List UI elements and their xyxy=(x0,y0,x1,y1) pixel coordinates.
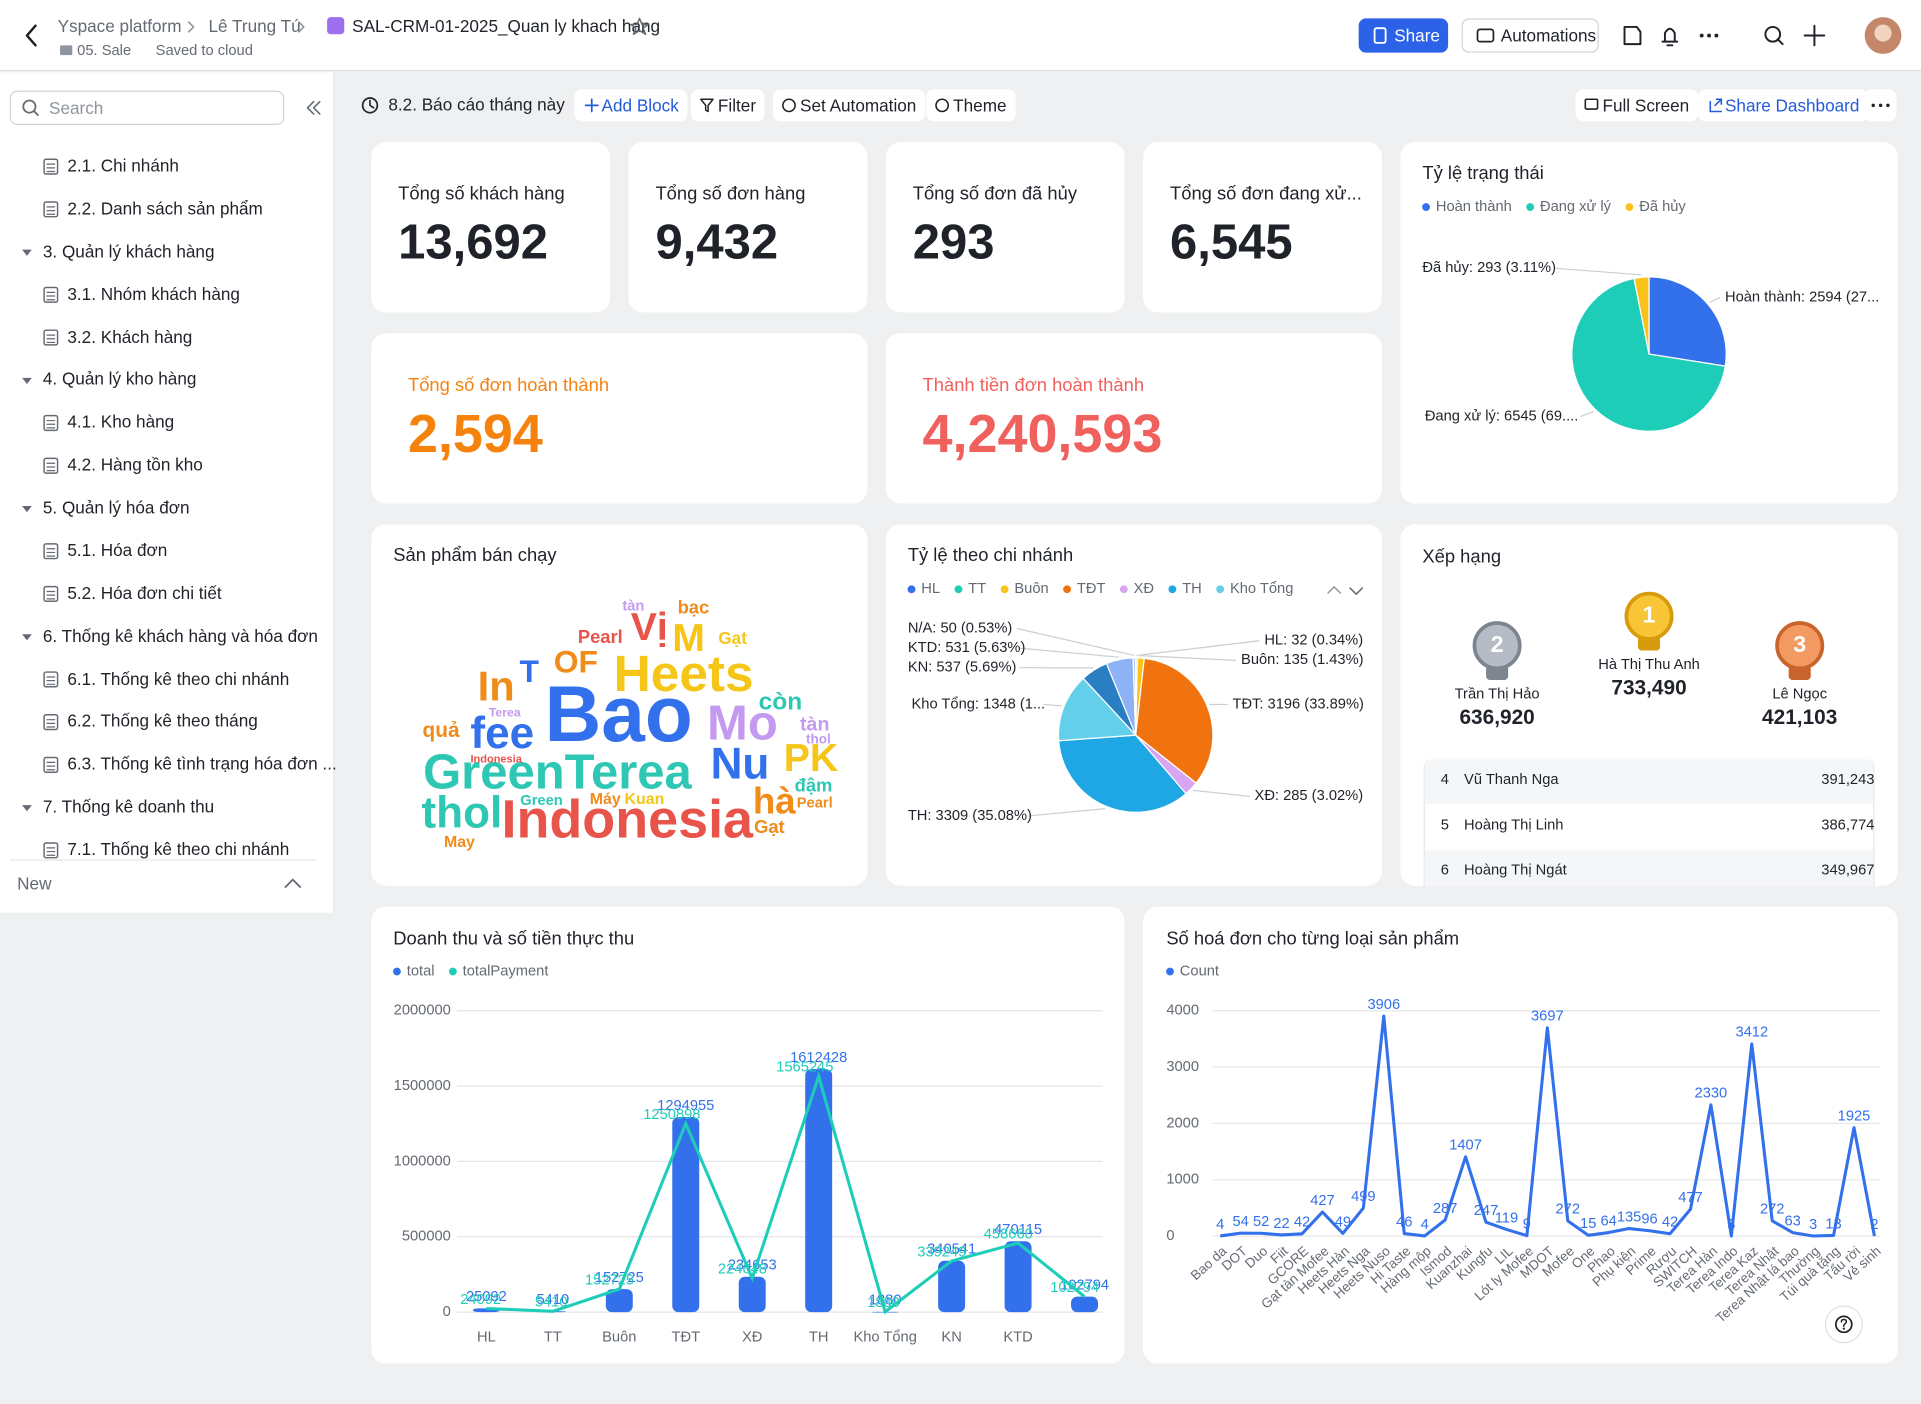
save-status: Saved to cloud xyxy=(155,41,253,59)
rank-name: Trần Thị Hảo xyxy=(1454,684,1540,702)
nav-item[interactable]: 2.2. Danh sách sản phẩm xyxy=(67,198,263,218)
row-rank: 6 xyxy=(1440,861,1449,879)
branch-card xyxy=(885,524,1382,886)
toolbar-button[interactable]: Filter xyxy=(690,89,765,122)
search-box[interactable]: Search xyxy=(9,90,285,125)
kpi-value: 13,692 xyxy=(398,215,549,270)
history-hand xyxy=(369,99,375,109)
kpi-label: Tổng số đơn hàng xyxy=(655,183,806,205)
history-icon xyxy=(361,97,379,114)
toolbar-button[interactable]: Theme xyxy=(926,89,1016,122)
kpi-value: 4,240,593 xyxy=(922,404,1163,465)
medal: 2 xyxy=(1472,621,1522,671)
nav-item[interactable]: 4. Quản lý kho hàng xyxy=(42,369,197,389)
nav-item[interactable]: 5. Quản lý hóa đơn xyxy=(42,497,190,518)
kpi-value: 6,545 xyxy=(1169,215,1293,270)
kpi-label: Tổng số đơn hoàn thành xyxy=(407,374,610,396)
nav-item[interactable]: 3.2. Khách hàng xyxy=(67,326,193,347)
kpi-value: 9,432 xyxy=(655,215,779,270)
status-card xyxy=(1400,142,1898,504)
nav-item[interactable]: 5.2. Hóa đơn chi tiết xyxy=(67,582,222,603)
row-bg xyxy=(1424,759,1874,804)
wordcloud-card xyxy=(371,524,868,886)
nav-item[interactable]: 6.1. Thống kê theo chi nhánh xyxy=(67,668,290,688)
kpi-card: Tổng số đơn đang xử... 6,545 xyxy=(1143,142,1382,313)
more-button[interactable] xyxy=(1864,89,1897,122)
toolbar-button[interactable]: Add Block xyxy=(574,89,688,122)
rank-value: 733,490 xyxy=(1611,676,1687,700)
dashboard-title: 8.2. Báo cáo tháng này xyxy=(388,94,565,114)
crumb[interactable]: SAL-CRM-01-2025_Quan ly khach hang xyxy=(352,15,661,36)
row-name: Hoàng Thị Ngát xyxy=(1464,861,1567,879)
row-value: 391,243 xyxy=(1821,770,1875,788)
row-rank: 4 xyxy=(1440,770,1449,788)
row-name: Vũ Thanh Nga xyxy=(1464,770,1559,788)
rank-value: 421,103 xyxy=(1762,705,1838,729)
rank-name: Lê Ngọc xyxy=(1772,684,1828,702)
breadcrumb: Yspace platform Lê Trung Tú SAL-CRM-01-202… xyxy=(58,16,661,36)
sub-info: 05. Sale Saved to cloud xyxy=(60,42,253,59)
row-rank: 5 xyxy=(1440,815,1449,834)
nav-item[interactable]: 4.1. Kho hàng xyxy=(67,411,175,432)
nav-item[interactable]: 2.1. Chi nhánh xyxy=(67,155,179,176)
kpi-card: Tổng số đơn hoàn thành 2,594 xyxy=(371,333,868,504)
row-value: 349,967 xyxy=(1821,861,1875,879)
toolbar-button[interactable]: Full Screen xyxy=(1575,89,1698,122)
kpi-label: Tổng số đơn đã hủy xyxy=(912,183,1078,205)
header xyxy=(0,0,1921,72)
medal: 3 xyxy=(1775,621,1825,671)
nav-item[interactable]: 7. Thống kê doanh thu xyxy=(42,796,215,817)
kpi-card: Tổng số đơn hàng 9,432 xyxy=(628,142,868,313)
nav-item[interactable]: 6.3. Thống kê tình trạng hóa đơn ... xyxy=(67,753,337,774)
invoice-card xyxy=(1143,906,1898,1364)
kpi-label: Tổng số đơn đang xử... xyxy=(1169,183,1362,205)
row-name: Hoàng Thị Linh xyxy=(1464,815,1564,834)
kpi-card: Tổng số đơn đã hủy 293 xyxy=(885,142,1125,313)
kpi-label: Tổng số khách hàng xyxy=(398,183,565,205)
kpi-label: Thành tiền đơn hoàn thành xyxy=(922,374,1145,396)
nav-item[interactable]: 7.1. Thống kê theo chi nhánh xyxy=(67,839,290,859)
nav-item[interactable]: 5.1. Hóa đơn xyxy=(67,540,168,560)
kpi-value: 2,594 xyxy=(407,404,543,465)
row-value: 386,774 xyxy=(1821,815,1875,834)
nav-item[interactable]: 6. Thống kê khách hàng và hóa đơn xyxy=(42,625,318,646)
kpi-value: 293 xyxy=(912,215,995,270)
new-button[interactable]: New xyxy=(17,873,52,894)
toolbar-button[interactable]: Share Dashboard xyxy=(1698,89,1869,122)
file-icon xyxy=(327,17,345,35)
card-title: Xếp hạng xyxy=(1422,546,1502,568)
nav-item[interactable]: 3. Quản lý khách hàng xyxy=(42,241,215,261)
medal-ribbon xyxy=(1788,667,1811,680)
medal: 1 xyxy=(1624,591,1674,641)
kpi-card: Thành tiền đơn hoàn thành 4,240,593 xyxy=(885,333,1382,504)
nav-item[interactable]: 3.1. Nhóm khách hàng xyxy=(67,283,240,304)
nav-item[interactable]: 6.2. Thống kê theo tháng xyxy=(67,711,258,731)
medal-ribbon xyxy=(1486,667,1509,680)
rank-name: Hà Thị Thu Anh xyxy=(1598,655,1700,673)
row-bg xyxy=(1424,850,1874,886)
automations-button[interactable]: Automations xyxy=(1461,18,1599,53)
share-button[interactable]: Share xyxy=(1358,18,1449,53)
folder: 05. Sale xyxy=(77,41,132,59)
ranking-card: Xếp hạng 2 Trần Thị Hảo 636,920 1 Hà Thị Thu … xyxy=(1400,524,1898,886)
crumb[interactable]: Lê Trung Tú xyxy=(208,15,301,36)
toolbar-button[interactable]: Set Automation xyxy=(773,89,925,122)
nav-item[interactable]: 4.2. Hàng tồn kho xyxy=(67,454,203,475)
kpi-card: Tổng số khách hàng 13,692 xyxy=(371,142,611,313)
medal-ribbon xyxy=(1637,638,1661,651)
rank-value: 636,920 xyxy=(1459,705,1535,729)
folder-icon xyxy=(60,45,73,56)
revenue-card xyxy=(371,906,1125,1364)
crumb[interactable]: Yspace platform xyxy=(57,15,182,36)
